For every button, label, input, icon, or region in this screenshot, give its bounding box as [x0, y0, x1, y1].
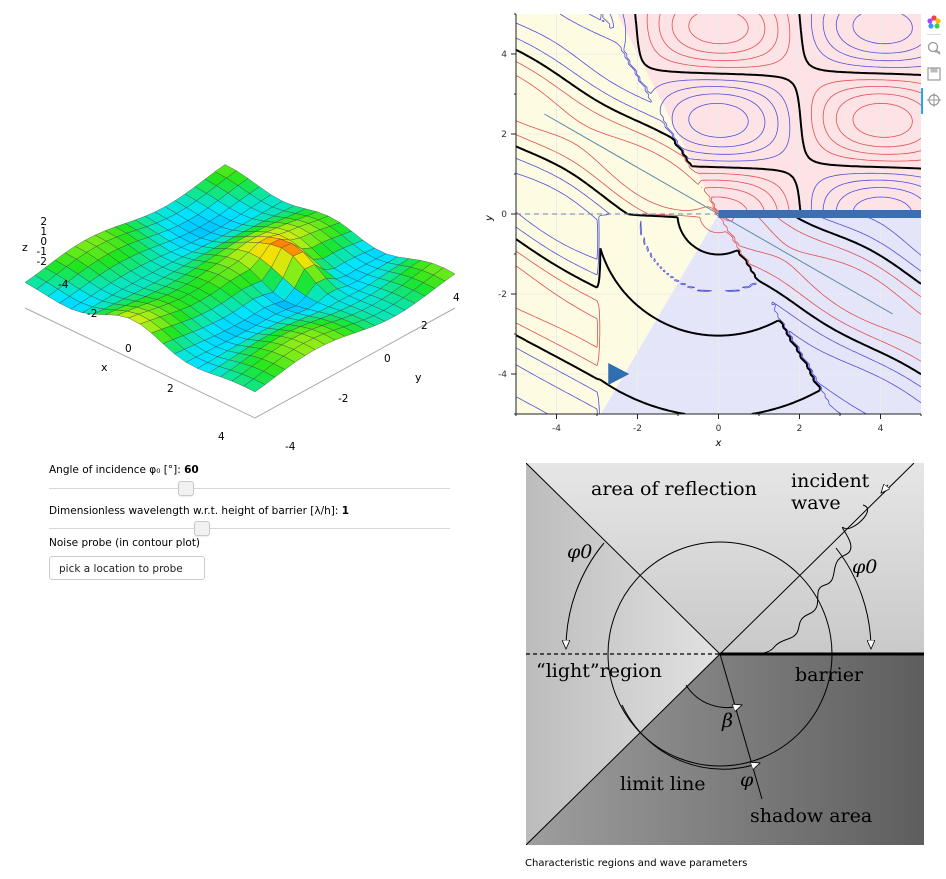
- limit-line: [526, 653, 721, 845]
- x-tick: 4: [218, 431, 225, 443]
- y-tick-label: 0: [501, 210, 507, 220]
- phi0-right-arc: [835, 547, 871, 649]
- x-tick: -2: [87, 308, 98, 320]
- regions-diagram: area of reflection incident wave φ0 φ0 “…: [526, 463, 924, 845]
- y-tick: -4: [285, 441, 296, 453]
- y-tick: 2: [421, 320, 428, 332]
- z-tick: 1: [40, 226, 47, 238]
- phi0-left-label: φ0: [567, 541, 592, 563]
- incident-ray: [719, 463, 915, 655]
- plot-toolbar: [921, 12, 944, 114]
- contour-plot[interactable]: -4 -2 0 2 4 4 2 0 -2 -4 x y: [480, 0, 924, 456]
- beta-label: β: [721, 710, 733, 732]
- save-icon[interactable]: [926, 66, 942, 82]
- surface-patch: [243, 378, 266, 393]
- source-marker[interactable]: [608, 363, 630, 385]
- wavelength-value: 1: [341, 505, 350, 517]
- reflection-region: [526, 463, 924, 654]
- x-tick: 0: [125, 343, 132, 355]
- y-tick: 4: [453, 292, 460, 304]
- z-tick: 0: [40, 236, 47, 248]
- probe-label: Noise probe (in contour plot): [49, 537, 201, 549]
- phi-label: φ: [740, 769, 754, 791]
- angle-value: 60: [184, 464, 199, 476]
- phi-arc: [621, 704, 760, 769]
- incident-wave-label-2: wave: [791, 492, 841, 514]
- x-tick: 2: [167, 383, 174, 395]
- surface-canvas[interactable]: [20, 150, 480, 470]
- diagram-caption: Characteristic regions and wave paramete…: [525, 858, 748, 869]
- x-axis-label: x: [101, 361, 108, 374]
- contour-line: [516, 14, 921, 366]
- z-tick: -1: [36, 246, 47, 258]
- wavelength-slider-label: Dimensionless wavelength w.r.t. height o…: [49, 505, 349, 517]
- barrier-label: barrier: [795, 664, 864, 686]
- direction-line: [719, 653, 763, 800]
- limit-line-label: limit line: [620, 773, 706, 795]
- x-tick-label: 2: [797, 424, 803, 434]
- wavelength-slider-handle[interactable]: [194, 521, 211, 536]
- y-tick-label: 2: [501, 130, 507, 140]
- contour-x-label: x: [715, 438, 722, 449]
- x-tick-label: 4: [878, 424, 884, 434]
- contour-y-label: y: [484, 214, 495, 222]
- wavelength-slider-track[interactable]: [49, 528, 450, 529]
- y-tick: -2: [338, 393, 349, 405]
- shadow-region: [526, 654, 924, 845]
- beta-arc: [685, 684, 742, 708]
- bokeh-logo-icon[interactable]: [926, 14, 942, 30]
- hover-icon[interactable]: [926, 92, 942, 108]
- angle-label-text: Angle of incidence φ₀ [°]:: [49, 464, 181, 476]
- surface-plot[interactable]: [20, 150, 480, 470]
- z-axis-label: z: [22, 241, 28, 254]
- y-axis-label: y: [415, 371, 422, 384]
- phi0-left-arc: [566, 542, 605, 649]
- y-tick-label: -4: [498, 370, 507, 380]
- contour-line: [688, 14, 913, 213]
- toolbar-divider: [927, 34, 941, 35]
- probe-input[interactable]: pick a location to probe: [49, 556, 205, 580]
- x-tick: -4: [58, 279, 69, 291]
- angle-slider-track[interactable]: [49, 488, 450, 489]
- y-tick: 0: [384, 353, 391, 365]
- y-tick-label: -2: [498, 290, 507, 300]
- incident-arrow: [881, 485, 888, 493]
- surface-axis-frame: [24, 307, 456, 419]
- phi0-right-label: φ0: [852, 556, 877, 578]
- area-of-reflection-label: area of reflection: [591, 478, 757, 500]
- z-tick: -2: [36, 256, 47, 268]
- reference-circle: [607, 541, 833, 767]
- z-tick: 2: [40, 216, 47, 228]
- shadow-area-label: shadow area: [750, 805, 872, 827]
- angle-slider-handle[interactable]: [178, 481, 195, 496]
- x-tick-label: -4: [552, 424, 561, 434]
- x-tick-label: 0: [716, 424, 722, 434]
- wavelength-label-text: Dimensionless wavelength w.r.t. height o…: [49, 505, 339, 517]
- reflection-limit-line: [526, 463, 721, 655]
- wave-curve: [763, 504, 868, 654]
- angle-slider-label: Angle of incidence φ₀ [°]: 60: [49, 464, 199, 476]
- shadow-area: [601, 214, 921, 414]
- incident-wave-label-1: incident: [791, 470, 870, 492]
- light-region-label: “light”region: [536, 660, 662, 682]
- light-region: [526, 463, 720, 845]
- y-tick-label: 4: [501, 50, 507, 60]
- contour-line: [516, 14, 921, 414]
- active-tool-indicator: [921, 88, 923, 114]
- wheel-zoom-icon[interactable]: [926, 40, 942, 56]
- contour-plot-area[interactable]: [516, 14, 921, 414]
- x-tick-label: -2: [633, 424, 642, 434]
